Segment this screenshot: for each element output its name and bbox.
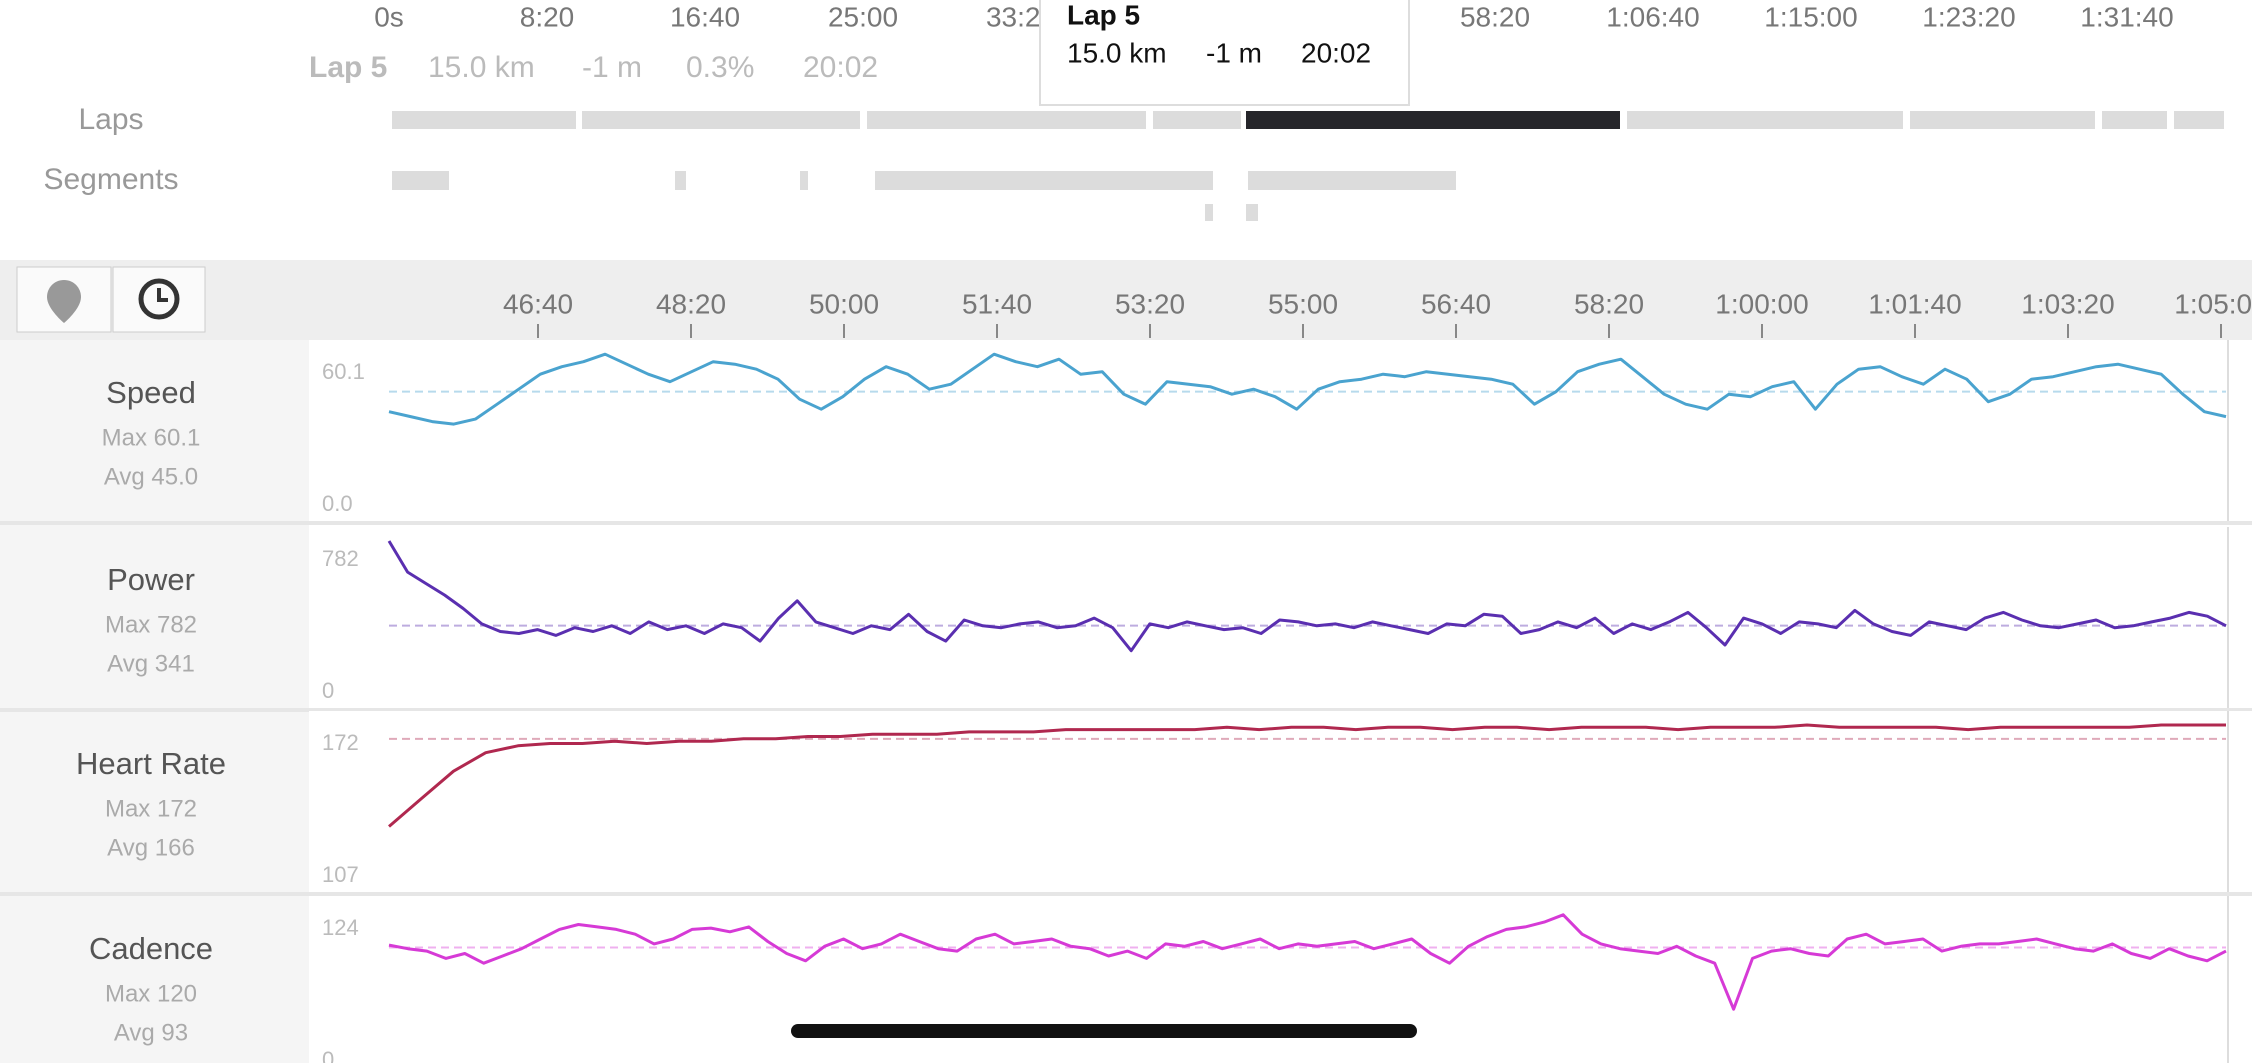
time-button[interactable]: [112, 266, 206, 333]
tooltip-title: Lap 5: [1067, 0, 1140, 30]
segment-bar[interactable]: [1205, 204, 1213, 221]
lap-bars: [392, 111, 2224, 129]
panel-name: Power: [107, 562, 195, 597]
clock-icon: [138, 278, 180, 320]
tooltip-item: 15.0 km: [1067, 37, 1167, 68]
timeline-tick-label: 0s: [374, 1, 404, 32]
toolbar: [0, 260, 2252, 340]
panel-avg: Avg 45.0: [104, 463, 198, 490]
panel-max: Max 60.1: [102, 424, 201, 451]
time-tick-label: 1:05:00: [2174, 288, 2252, 319]
segment-bar[interactable]: [1248, 171, 1456, 190]
trace: [388, 352, 2227, 426]
lap-bar[interactable]: [1627, 111, 1903, 129]
timeline-tick-label: 25:00: [828, 1, 898, 32]
time-tick-label: 53:20: [1115, 288, 1185, 319]
lap-summary: -1 m: [582, 51, 642, 84]
lap-summary: 15.0 km: [428, 51, 535, 84]
tooltip-item: 20:02: [1301, 37, 1371, 68]
panel-avg: Avg 341: [107, 650, 195, 677]
segment-bar[interactable]: [1246, 204, 1258, 221]
panel-max: Max 120: [105, 980, 197, 1007]
timeline-tick-label: 1:06:40: [1606, 1, 1699, 32]
y-tick-label: 782: [322, 546, 359, 571]
timeline-tick-label: 58:20: [1460, 1, 1530, 32]
y-tick-label: 124: [322, 915, 359, 940]
time-tick-label: 50:00: [809, 288, 879, 319]
y-tick-label: 60.1: [322, 359, 365, 384]
lap-bar[interactable]: [2174, 111, 2224, 129]
label-column: [0, 340, 309, 1063]
panel: [309, 340, 2252, 521]
panel-name: Speed: [106, 375, 196, 410]
panel-avg: Avg 93: [114, 1019, 188, 1046]
lap-summary: 20:02: [803, 51, 878, 84]
y-tick-label: 0.0: [322, 491, 353, 516]
y-tick-label: 0: [322, 1047, 334, 1063]
time-tick-label: 1:00:00: [1715, 288, 1808, 319]
pin-icon: [47, 280, 81, 323]
segment-bar[interactable]: [875, 171, 1213, 190]
home-indicator: [791, 1024, 1417, 1038]
y-tick-label: 107: [322, 862, 359, 887]
time-tick-label: 56:40: [1421, 288, 1491, 319]
timeline-tick-label: 1:23:20: [1922, 1, 2015, 32]
lap-summary: 0.3%: [686, 51, 754, 84]
segment-bar[interactable]: [675, 171, 686, 190]
tooltip: [1039, 0, 1410, 106]
y-tick-label: 172: [322, 730, 359, 755]
lap-bar[interactable]: [2102, 111, 2167, 129]
lap-bar[interactable]: [392, 111, 576, 129]
time-tick-label: 1:03:20: [2021, 288, 2114, 319]
trace: [388, 913, 2227, 1011]
time-tick-label: 48:20: [656, 288, 726, 319]
panel-avg: Avg 166: [107, 834, 195, 861]
lap-bar[interactable]: [867, 111, 1146, 129]
lap-bar-selected[interactable]: [1246, 111, 1620, 129]
lap-bar[interactable]: [1153, 111, 1241, 129]
trace: [387, 540, 2227, 653]
timeline-tick-label: 16:40: [670, 1, 740, 32]
segment-bar[interactable]: [392, 171, 449, 190]
time-tick-label: 58:20: [1574, 288, 1644, 319]
segment-bars: [392, 171, 1456, 221]
panel-name: Heart Rate: [76, 746, 226, 781]
lap-summary: Lap 5: [309, 51, 387, 84]
panel-name: Cadence: [89, 931, 213, 966]
timeline-tick-label: 1:15:00: [1764, 1, 1857, 32]
timeline-tick-label: 8:20: [520, 1, 575, 32]
time-tick-label: 1:01:40: [1868, 288, 1961, 319]
panel: [309, 527, 2252, 708]
panel-max: Max 172: [105, 795, 197, 822]
segment-bar[interactable]: [800, 171, 808, 190]
time-tick-label: 55:00: [1268, 288, 1338, 319]
panel-max: Max 782: [105, 611, 197, 638]
clock-hands: [157, 288, 168, 302]
y-tick-label: 0: [322, 678, 334, 703]
lap-bar[interactable]: [582, 111, 860, 129]
timeline-tick-label: 1:31:40: [2080, 1, 2173, 32]
laps-label: Laps: [78, 103, 143, 136]
segments-label: Segments: [43, 163, 178, 196]
trace: [388, 723, 2226, 828]
time-tick-label: 51:40: [962, 288, 1032, 319]
tooltip-item: -1 m: [1206, 37, 1262, 68]
lap-bar[interactable]: [1910, 111, 2095, 129]
time-tick-label: 46:40: [503, 288, 573, 319]
